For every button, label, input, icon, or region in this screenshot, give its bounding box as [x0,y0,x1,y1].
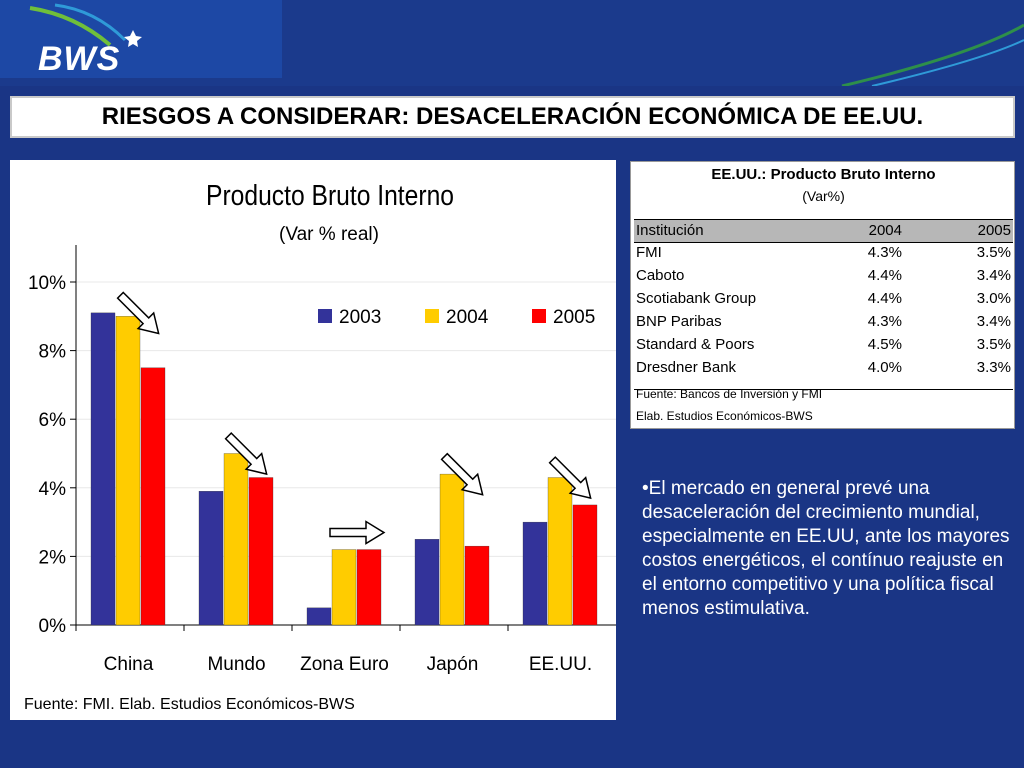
cell-2005: 3.5% [976,244,1011,261]
commentary-bullet: •El mercado en general prevé una desacel… [642,478,1010,619]
cell-2005: 3.3% [976,359,1011,376]
header-band: BWS [0,0,1024,86]
bar-2004-1 [223,453,249,626]
bar-2005-0 [140,367,166,626]
cell-institution: Caboto [636,267,685,284]
y-tick-label: 4% [39,479,67,500]
cell-2005: 3.5% [976,336,1011,353]
x-tick-label: Zona Euro [300,654,389,675]
cell-2005: 3.4% [976,267,1011,284]
y-tick-label: 2% [39,547,67,568]
cell-institution: BNP Paribas [636,313,722,330]
table-title: EE.UU.: Producto Bruto Interno [711,166,936,183]
chart-subtitle: (Var % real) [279,224,379,245]
header-decoration-icon [841,23,1024,86]
slide-title-band: RIESGOS A CONSIDERAR: DESACELERACIÓN ECO… [10,96,1015,138]
cell-institution: Standard & Poors [636,336,755,353]
cell-2005: 3.0% [976,290,1011,307]
bar-2004-4 [547,477,573,626]
table-header-row: Institución 2004 2005 [634,219,1013,243]
bar-2005-1 [248,477,274,626]
arrow-down-icon [440,452,484,496]
bar-2005-2 [356,549,382,626]
y-tick-label: 6% [39,410,67,431]
bar-2003-1 [198,491,224,626]
chart-title: Producto Bruto Interno [206,179,454,211]
cell-2004: 4.5% [867,336,902,353]
x-tick-label: EE.UU. [529,654,592,675]
bar-chart: Producto Bruto Interno (Var % real) 0% 2%… [24,179,616,713]
logo-area: BWS [0,0,282,78]
legend-swatch [318,309,332,323]
bar-2003-4 [522,521,548,626]
cell-2004: 4.4% [867,267,902,284]
bar-2005-3 [464,545,490,626]
bar-2003-3 [414,539,440,626]
header-2005: 2005 [977,222,1011,239]
header-2004: 2004 [868,222,902,239]
bar-2005-4 [572,504,598,626]
table-divider [634,389,1013,390]
table-credit: Elab. Estudios Económicos-BWS [636,409,813,423]
cell-2004: 4.3% [867,244,902,261]
chart-panel: Producto Bruto Interno (Var % real) 0% 2%… [10,160,616,720]
cell-institution: Dresdner Bank [636,359,737,376]
legend-label: 2005 [553,307,595,328]
arrow-down-icon [224,432,268,476]
table-source: Fuente: Bancos de Inversión y FMI [636,387,823,401]
swoosh-logo-icon [29,3,142,47]
legend-swatch [425,309,439,323]
forecast-table: EE.UU.: Producto Bruto Interno (Var%) In… [630,161,1015,429]
y-tick-label: 10% [28,273,66,294]
bar-2004-0 [115,316,141,626]
legend-swatch [532,309,546,323]
arrow-down-icon [116,291,160,335]
header-institution: Institución [636,222,704,239]
cell-2005: 3.4% [976,313,1011,330]
logo-text: BWS [38,40,121,78]
cell-2004: 4.4% [867,290,902,307]
bar-2004-3 [439,473,465,626]
x-tick-label: China [104,654,154,675]
y-tick-label: 0% [39,616,67,637]
table-subtitle: (Var%) [802,188,845,204]
legend-label: 2003 [339,307,381,328]
cell-2004: 4.0% [867,359,902,376]
cell-2004: 4.3% [867,313,902,330]
chart-source: Fuente: FMI. Elab. Estudios Económicos-B… [24,696,355,713]
arrow-down-icon [548,456,592,500]
x-tick-label: Japón [427,654,479,675]
bar-2003-0 [90,312,116,626]
bar-2004-2 [331,549,357,626]
x-tick-label: Mundo [207,654,265,675]
cell-institution: Scotiabank Group [636,290,757,307]
slide-title: RIESGOS A CONSIDERAR: DESACELERACIÓN ECO… [101,103,924,130]
legend-label: 2004 [446,307,489,328]
arrow-right-icon [329,520,386,545]
cell-institution: FMI [636,244,662,261]
y-tick-label: 8% [39,342,67,363]
bar-2003-2 [306,607,332,626]
